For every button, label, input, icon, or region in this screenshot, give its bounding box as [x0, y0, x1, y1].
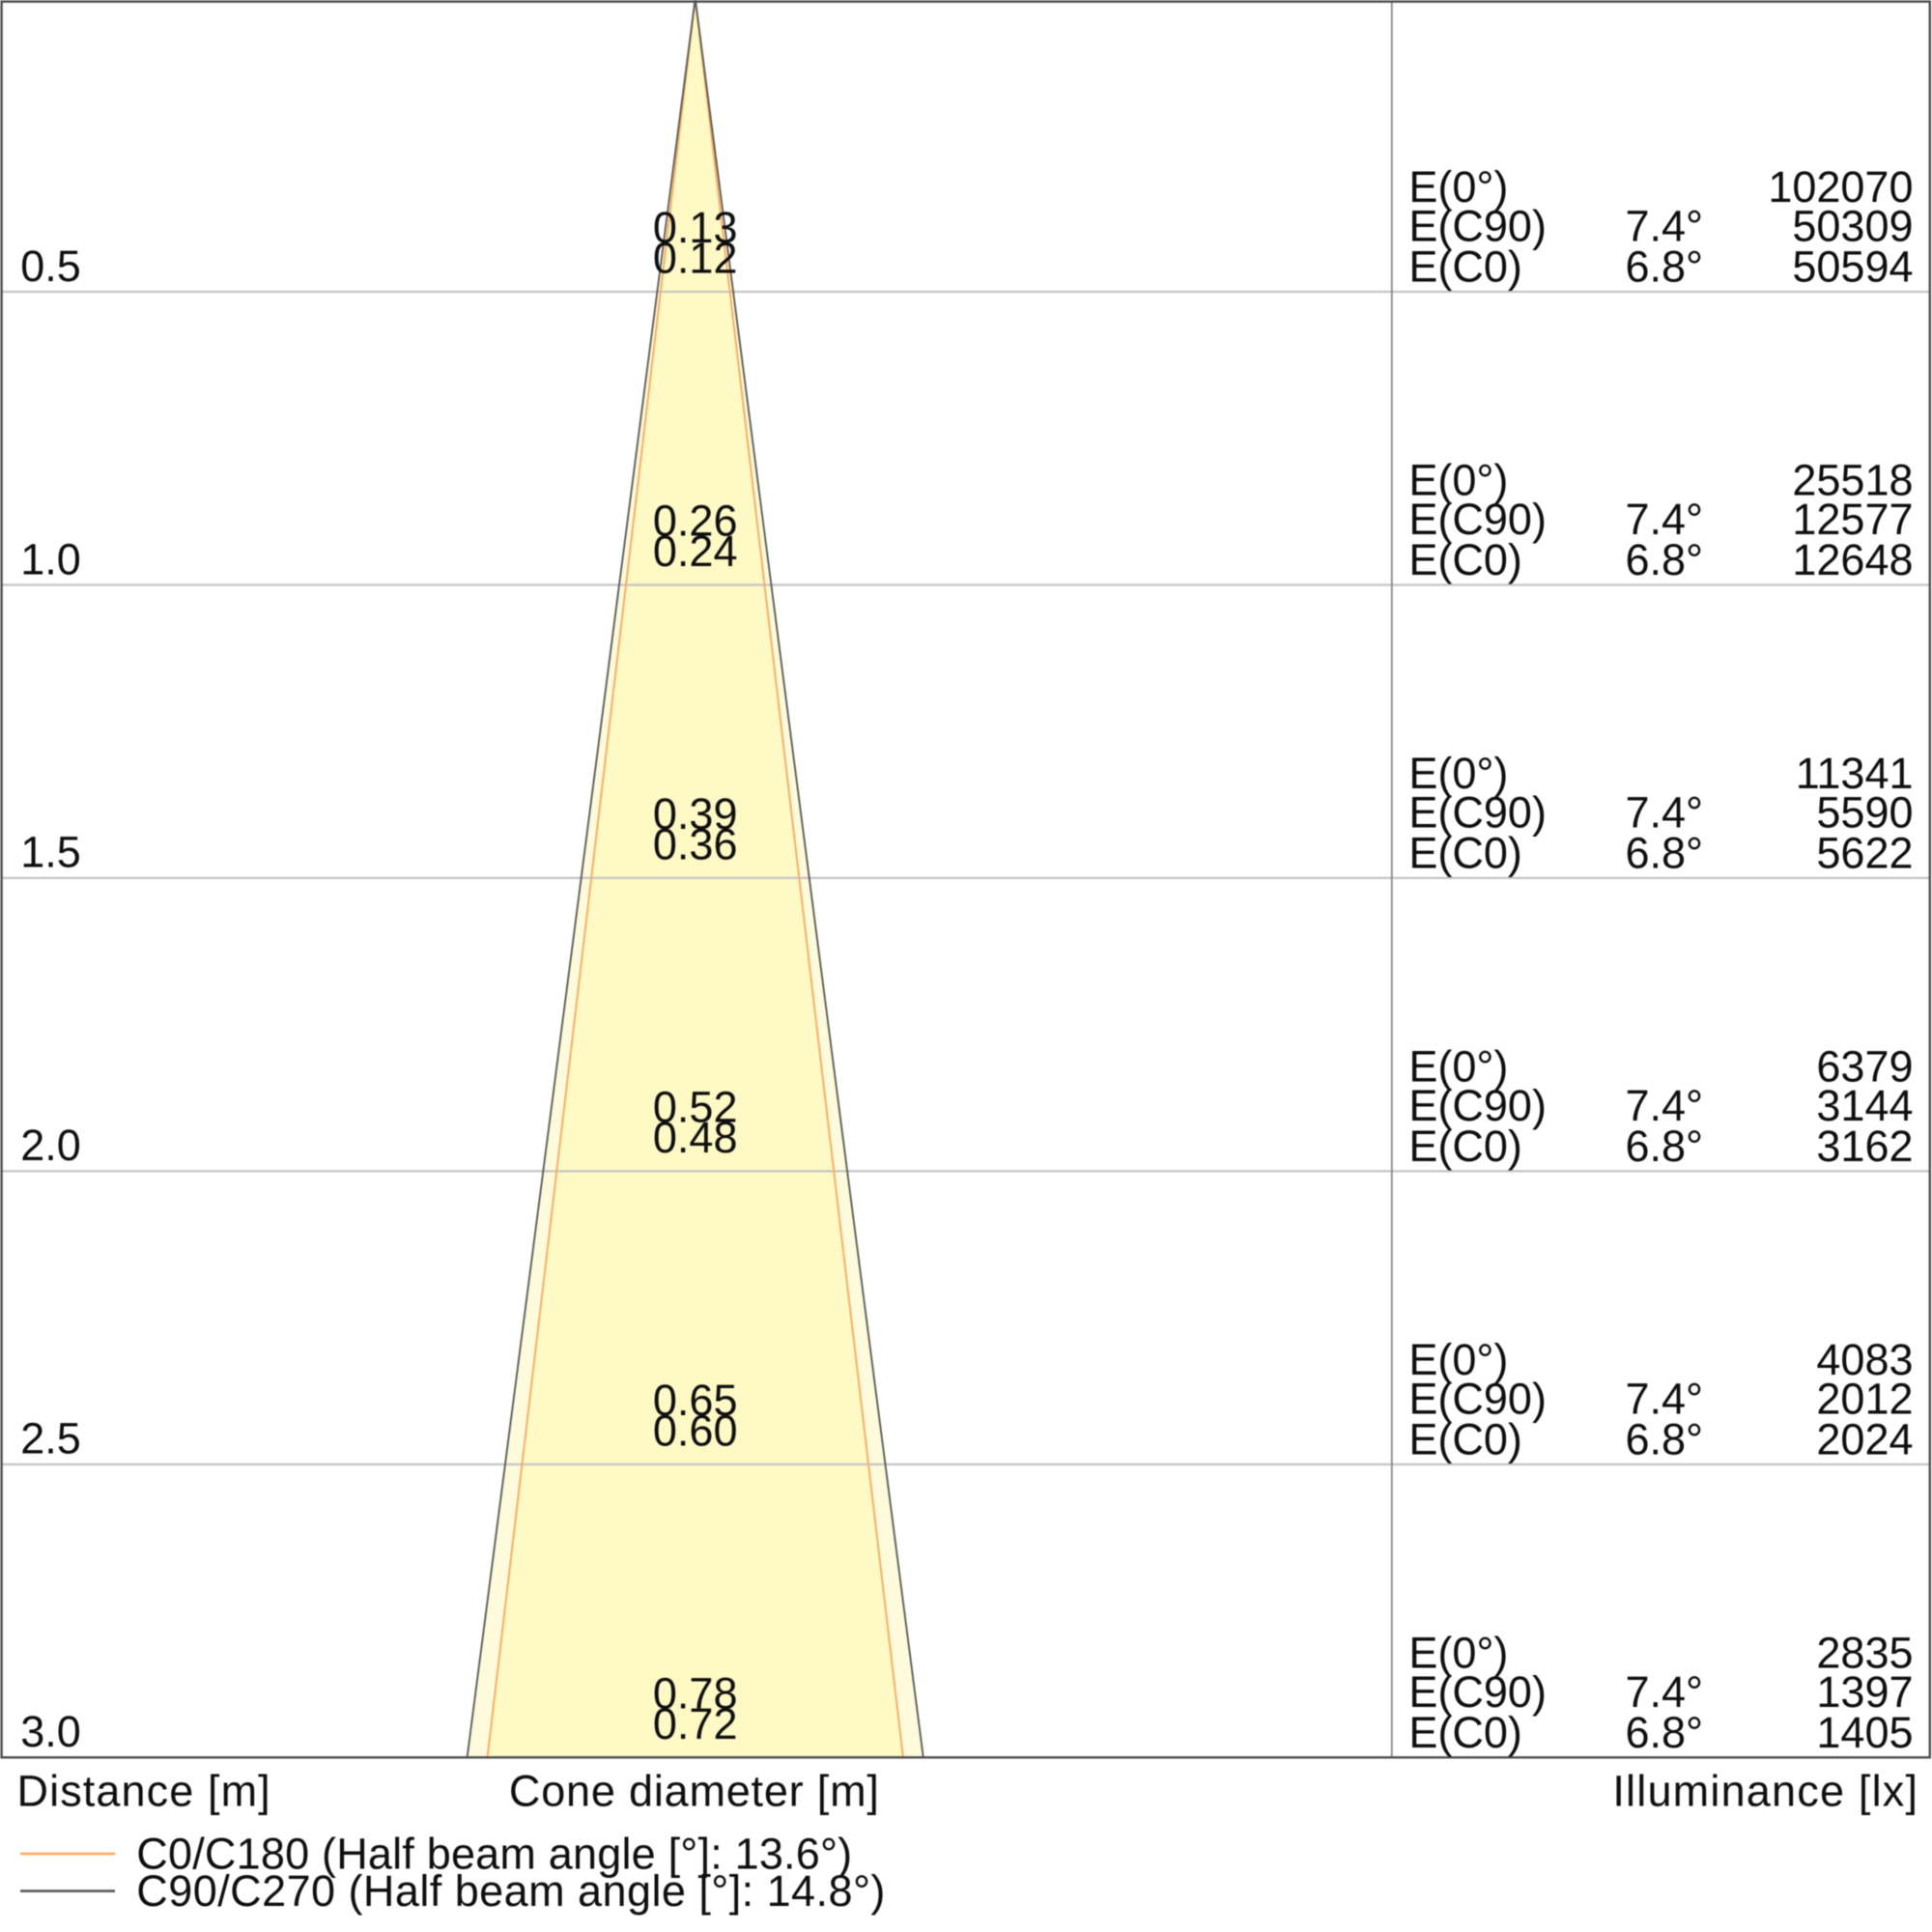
- svg-text:2012: 2012: [1816, 1375, 1913, 1424]
- svg-text:6.8°: 6.8°: [1625, 1708, 1703, 1757]
- svg-text:7.4°: 7.4°: [1625, 1081, 1703, 1130]
- svg-text:12648: 12648: [1792, 535, 1913, 584]
- svg-text:6.8°: 6.8°: [1625, 242, 1703, 292]
- svg-text:1.0: 1.0: [20, 534, 81, 583]
- svg-text:0.48: 0.48: [653, 1113, 738, 1162]
- svg-text:0.36: 0.36: [653, 820, 738, 869]
- svg-text:0.60: 0.60: [653, 1406, 738, 1456]
- svg-text:7.4°: 7.4°: [1625, 1667, 1703, 1717]
- svg-text:E(0°): E(0°): [1408, 1042, 1508, 1092]
- svg-text:6.8°: 6.8°: [1625, 535, 1703, 584]
- svg-text:E(C0): E(C0): [1408, 535, 1522, 584]
- svg-text:E(C90): E(C90): [1408, 495, 1547, 544]
- svg-text:0.39: 0.39: [653, 789, 738, 838]
- svg-text:7.4°: 7.4°: [1625, 202, 1703, 251]
- svg-text:E(C0): E(C0): [1408, 242, 1522, 292]
- svg-text:1.5: 1.5: [20, 828, 81, 877]
- svg-text:E(C90): E(C90): [1408, 1375, 1547, 1424]
- svg-text:3.0: 3.0: [20, 1707, 81, 1756]
- svg-text:3144: 3144: [1816, 1081, 1913, 1130]
- svg-text:102070: 102070: [1768, 162, 1913, 212]
- svg-text:7.4°: 7.4°: [1625, 1375, 1703, 1424]
- svg-text:1405: 1405: [1816, 1708, 1913, 1757]
- svg-text:0.5: 0.5: [20, 242, 81, 291]
- svg-text:50594: 50594: [1792, 242, 1913, 292]
- svg-text:Cone diameter [m]: Cone diameter [m]: [509, 1767, 880, 1816]
- svg-text:E(0°): E(0°): [1408, 749, 1508, 798]
- svg-text:C90/C270 (Half beam angle [°]:: C90/C270 (Half beam angle [°]: 14.8°): [136, 1866, 886, 1916]
- svg-text:2024: 2024: [1816, 1415, 1913, 1464]
- svg-text:25518: 25518: [1792, 456, 1913, 505]
- svg-text:6.8°: 6.8°: [1625, 829, 1703, 878]
- svg-text:50309: 50309: [1792, 202, 1913, 251]
- svg-text:E(C0): E(C0): [1408, 1415, 1522, 1464]
- svg-text:11341: 11341: [1796, 749, 1914, 798]
- svg-text:E(C90): E(C90): [1408, 202, 1547, 251]
- svg-text:2.5: 2.5: [20, 1414, 81, 1463]
- svg-text:0.26: 0.26: [653, 497, 738, 546]
- svg-text:0.52: 0.52: [653, 1082, 738, 1131]
- svg-text:Distance [m]: Distance [m]: [17, 1767, 271, 1816]
- svg-text:0.65: 0.65: [653, 1376, 738, 1425]
- svg-text:E(C90): E(C90): [1408, 788, 1547, 838]
- svg-text:E(0°): E(0°): [1408, 162, 1508, 212]
- svg-text:E(0°): E(0°): [1408, 1629, 1508, 1678]
- svg-text:12577: 12577: [1792, 495, 1913, 544]
- svg-text:0.12: 0.12: [653, 234, 738, 283]
- svg-text:0.24: 0.24: [653, 526, 738, 576]
- svg-text:E(0°): E(0°): [1408, 456, 1508, 505]
- svg-text:1397: 1397: [1816, 1667, 1913, 1717]
- svg-text:E(C0): E(C0): [1408, 1708, 1522, 1757]
- svg-text:0.72: 0.72: [653, 1699, 738, 1748]
- svg-text:E(C0): E(C0): [1408, 829, 1522, 878]
- svg-text:6379: 6379: [1816, 1042, 1913, 1092]
- svg-text:0.78: 0.78: [653, 1668, 738, 1718]
- svg-text:6.8°: 6.8°: [1625, 1122, 1703, 1171]
- svg-text:7.4°: 7.4°: [1625, 495, 1703, 544]
- svg-text:E(C0): E(C0): [1408, 1122, 1522, 1171]
- svg-text:E(0°): E(0°): [1408, 1335, 1508, 1384]
- svg-text:2835: 2835: [1816, 1629, 1913, 1678]
- svg-text:5590: 5590: [1816, 788, 1913, 838]
- svg-text:C0/C180 (Half beam angle [°]:: C0/C180 (Half beam angle [°]: 13.6°): [136, 1829, 852, 1878]
- svg-text:0.13: 0.13: [653, 203, 738, 252]
- svg-text:7.4°: 7.4°: [1625, 788, 1703, 838]
- svg-text:Illuminance [lx]: Illuminance [lx]: [1612, 1767, 1918, 1816]
- svg-text:E(C90): E(C90): [1408, 1667, 1547, 1717]
- svg-text:6.8°: 6.8°: [1625, 1415, 1703, 1464]
- svg-text:4083: 4083: [1816, 1335, 1913, 1384]
- svg-text:3162: 3162: [1816, 1122, 1913, 1171]
- svg-text:5622: 5622: [1816, 829, 1913, 878]
- svg-text:2.0: 2.0: [20, 1121, 81, 1170]
- svg-text:E(C90): E(C90): [1408, 1081, 1547, 1130]
